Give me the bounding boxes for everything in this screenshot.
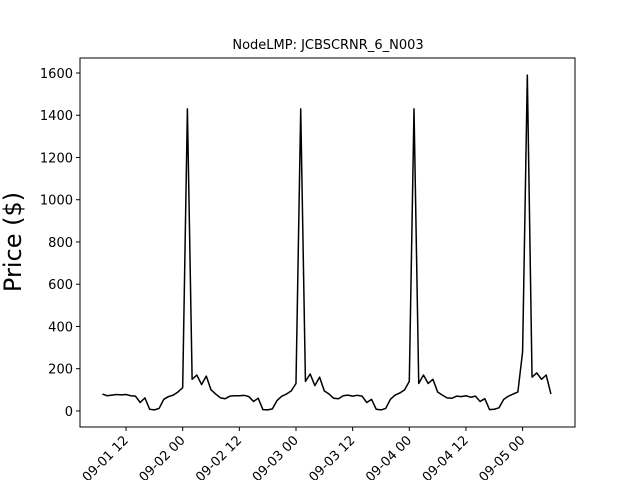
x-tick-label: 09-04 12: [420, 433, 472, 480]
chart-title: NodeLMP: JCBSCRNR_6_N003: [232, 38, 423, 53]
x-tick-label: 09-02 00: [137, 433, 189, 480]
y-tick-label: 600: [48, 278, 73, 293]
x-tick-label: 09-01 12: [80, 433, 132, 480]
y-tick-label: 1400: [40, 109, 73, 124]
x-tick-label: 09-05 00: [476, 433, 528, 480]
x-tick-label: 09-02 12: [193, 433, 245, 480]
x-tick-label: 09-03 12: [307, 433, 359, 480]
y-tick-label: 1000: [40, 194, 73, 209]
y-tick-label: 800: [48, 236, 73, 251]
y-tick-label: 1600: [40, 67, 73, 82]
x-tick-label: 09-04 00: [363, 433, 415, 480]
y-tick-label: 1200: [40, 151, 73, 166]
y-tick-label: 0: [65, 405, 73, 420]
x-tick-label: 09-03 00: [250, 433, 302, 480]
line: [102, 74, 552, 411]
axes-frame: [79, 57, 576, 428]
y-tick-label: 200: [48, 363, 73, 378]
y-axis-label: Price ($): [0, 192, 27, 292]
y-tick-label: 400: [48, 320, 73, 335]
